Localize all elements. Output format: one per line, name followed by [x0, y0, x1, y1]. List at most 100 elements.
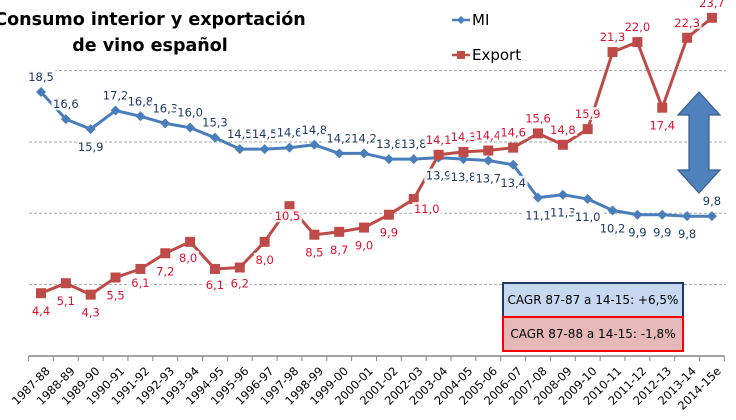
data-label-background: [225, 127, 255, 141]
export-point: [36, 288, 46, 299]
data-label-background: [374, 137, 404, 151]
series-line-export: [40, 16, 713, 297]
mi-data-label: 14,2: [351, 131, 377, 145]
export-point: [110, 272, 121, 283]
export-data-label: 5,1: [57, 294, 75, 308]
mi-data-label: 13,8: [401, 137, 427, 151]
data-label-background: [324, 131, 354, 145]
export-data-label: 22,0: [625, 20, 651, 34]
mi-data-label: 13,8: [451, 170, 477, 184]
data-label-background: [154, 264, 177, 278]
mi-point: [60, 114, 71, 125]
mi-data-label: 17,2: [103, 89, 129, 103]
data-label-background: [697, 0, 727, 9]
mi-point: [85, 124, 96, 135]
mi-point: [209, 132, 220, 143]
export-point: [234, 262, 245, 273]
cagr-box-export-background: [502, 282, 684, 318]
export-data-label: 14,4: [475, 129, 501, 143]
data-label-background: [79, 305, 102, 319]
data-label-background: [647, 118, 677, 132]
mi-point: [359, 148, 370, 159]
cagr-box-mi-background: [502, 316, 684, 352]
data-label-background: [26, 70, 56, 84]
data-label-background: [449, 129, 478, 143]
export-data-label: 6,1: [131, 276, 149, 290]
data-label-background: [523, 111, 553, 125]
export-data-label: 15,6: [525, 111, 551, 125]
export-point: [383, 209, 394, 220]
export-data-label: 9,9: [380, 226, 398, 240]
mi-data-label: 14,2: [326, 131, 352, 145]
data-label-background: [250, 127, 280, 141]
data-label-background: [204, 277, 226, 291]
export-point: [259, 236, 270, 247]
legend-diamond-marker-icon: [457, 16, 465, 24]
mi-point: [259, 144, 270, 155]
data-label-background: [473, 171, 503, 185]
export-point: [508, 142, 519, 153]
legend-label-mi: MI: [472, 11, 489, 29]
mi-data-label: 14,6: [277, 126, 303, 140]
gap-double-arrow-icon: [676, 91, 722, 194]
export-point: [483, 145, 494, 156]
export-data-label: 23,7: [699, 0, 725, 10]
data-label-background: [424, 168, 453, 182]
export-point: [209, 263, 220, 274]
data-label-background: [701, 194, 723, 208]
legend: MI Export: [452, 11, 521, 64]
cagr-box-export: CAGR 87-87 a 14-15: +6,5%: [502, 282, 684, 318]
export-data-label: 8,0: [179, 251, 197, 265]
export-data-label: 14,8: [550, 123, 576, 137]
export-point: [160, 248, 171, 259]
export-data-label: 4,3: [82, 306, 100, 320]
series-markers: [36, 12, 717, 300]
cagr-export-text: CAGR 87-87 a 14-15: +6,5%: [508, 293, 679, 307]
data-label-background: [104, 288, 127, 302]
export-point: [359, 222, 370, 233]
mi-point: [582, 194, 593, 205]
mi-data-label: 16,6: [53, 97, 79, 111]
mi-point: [607, 205, 618, 216]
export-data-label: 14,1: [426, 133, 452, 147]
data-label-background: [676, 227, 698, 241]
data-label-background: [126, 94, 155, 108]
export-point: [533, 128, 543, 139]
export-data-label: 5,5: [106, 289, 124, 303]
mi-data-label: 14,5: [252, 127, 278, 141]
mi-point: [483, 155, 494, 166]
data-label-background: [353, 238, 375, 252]
data-label-background: [623, 20, 652, 34]
series-line-mi: [39, 90, 712, 218]
export-point: [85, 289, 96, 300]
mi-point: [682, 211, 693, 222]
mi-point: [110, 105, 121, 116]
data-label-background: [273, 209, 302, 223]
data-label-background: [424, 132, 453, 146]
data-label-background: [626, 225, 649, 239]
data-label-background: [498, 125, 528, 139]
mi-data-label: 16,0: [177, 106, 203, 120]
data-label-background: [598, 30, 627, 44]
export-data-label: 4,4: [32, 304, 50, 318]
mi-point: [706, 211, 717, 222]
data-label-background: [177, 250, 199, 264]
data-label-background: [412, 202, 442, 216]
mi-point: [36, 87, 46, 98]
mi-data-label: 13,7: [475, 172, 501, 186]
data-label-background: [548, 205, 578, 219]
export-data-label: 7,2: [156, 264, 174, 278]
export-data-label: 8,0: [256, 253, 274, 267]
mi-point: [160, 118, 171, 129]
cagr-mi-text: CAGR 87-88 a 14-15: -1,8%: [510, 327, 675, 341]
data-label-background: [573, 107, 603, 121]
legend-item-mi: MI: [452, 11, 489, 29]
export-data-label: 15,9: [575, 107, 601, 121]
data-label-background: [275, 125, 304, 139]
export-data-label: 8,5: [305, 246, 323, 260]
data-label-background: [76, 140, 106, 154]
mi-data-label: 14,8: [302, 123, 328, 137]
mi-point: [309, 139, 320, 150]
mi-data-label: 11,3: [550, 206, 576, 220]
export-data-label: 21,3: [600, 30, 626, 44]
